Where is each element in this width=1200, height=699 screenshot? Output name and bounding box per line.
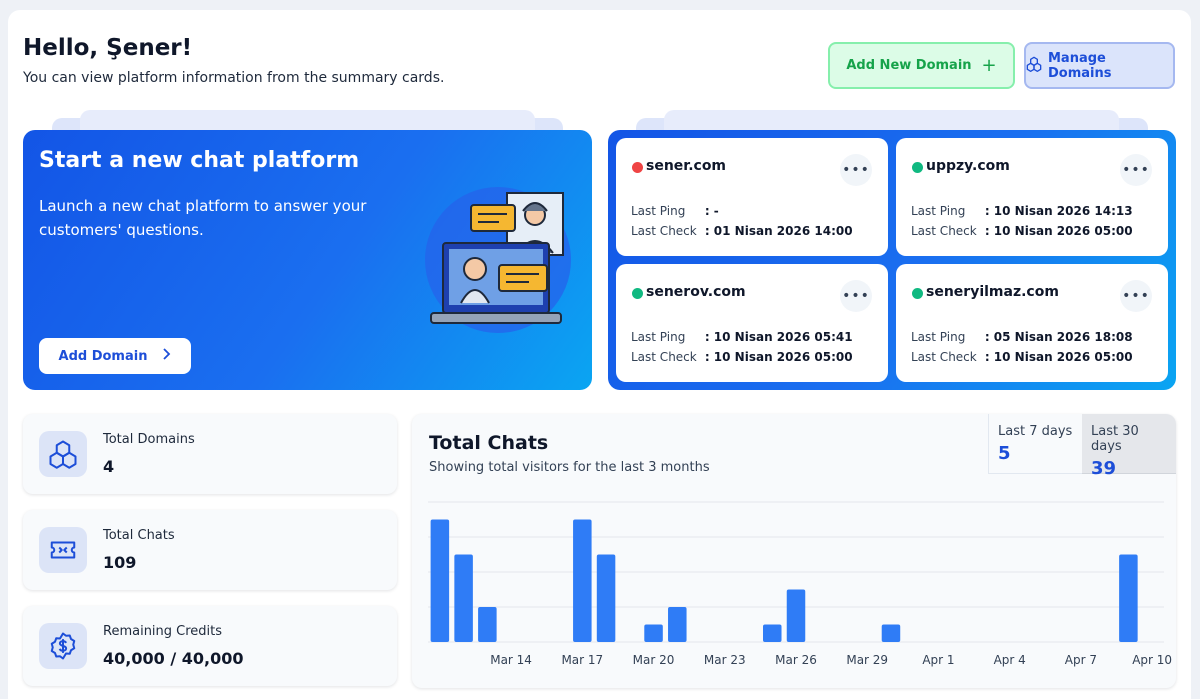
chart-bar[interactable] <box>596 554 616 643</box>
cubes-icon <box>1026 56 1042 76</box>
manage-domains-label: Manage Domains <box>1048 50 1112 81</box>
last-check-label: Last Check <box>631 224 697 238</box>
add-new-domain-button[interactable]: Add New Domain + <box>828 42 1015 89</box>
chart-bar[interactable] <box>644 624 663 643</box>
add-new-domain-label: Add New Domain <box>846 58 972 73</box>
domain-card[interactable]: uppzy.com ••• Last Ping : 10 Nisan 2026 … <box>896 138 1168 256</box>
x-tick-label: Mar 14 <box>490 653 532 667</box>
domain-name: seneryilmaz.com <box>926 284 1059 300</box>
stat-card-total-chats: Total Chats 109 <box>23 510 397 590</box>
stat-label: Total Domains <box>103 432 195 447</box>
last-check-value: : 01 Nisan 2026 14:00 <box>704 224 853 238</box>
more-options-icon[interactable]: ••• <box>1120 280 1152 312</box>
range-label: Last 30 days <box>1091 424 1139 454</box>
domain-name: sener.com <box>646 158 727 174</box>
more-options-icon[interactable]: ••• <box>840 280 872 312</box>
last-check-label: Last Check <box>911 350 977 364</box>
last-check-label: Last Check <box>911 224 977 238</box>
manage-domains-button[interactable]: Manage Domains <box>1024 42 1175 89</box>
x-tick-label: Apr 7 <box>1065 653 1097 667</box>
range-value: 39 <box>1091 458 1117 479</box>
stat-label: Total Chats <box>103 528 175 543</box>
last-ping-value: : 10 Nisan 2026 14:13 <box>984 204 1133 218</box>
stat-card-remaining-credits: Remaining Credits 40,000 / 40,000 <box>23 606 397 686</box>
chart-bar[interactable] <box>881 624 901 643</box>
last-ping-value: : 10 Nisan 2026 05:41 <box>704 330 853 344</box>
chart-bar[interactable] <box>454 554 473 643</box>
chart-bar[interactable] <box>573 519 592 643</box>
last-check-label: Last Check <box>631 350 697 364</box>
page-subtitle: You can view platform information from t… <box>23 70 445 86</box>
add-domain-button[interactable]: Add Domain <box>39 338 191 374</box>
last-check-value: : 10 Nisan 2026 05:00 <box>984 350 1133 364</box>
stat-label: Remaining Credits <box>103 624 223 639</box>
video-chat-illustration-icon <box>425 187 571 333</box>
total-chats-card: Total Chats Showing total visitors for t… <box>412 414 1176 688</box>
stat-value: 109 <box>103 553 137 572</box>
range-last-7-days[interactable]: Last 7 days 5 <box>988 414 1082 474</box>
chart-bar[interactable] <box>786 589 806 643</box>
x-tick-label: Apr 4 <box>994 653 1026 667</box>
dollar-badge-icon <box>39 623 87 669</box>
last-ping-label: Last Ping <box>911 204 966 218</box>
domain-card[interactable]: senerov.com ••• Last Ping : 10 Nisan 202… <box>616 264 888 382</box>
x-tick-label: Apr 10 <box>1132 653 1172 667</box>
range-label: Last 7 days <box>998 424 1073 439</box>
cubes-icon <box>39 431 87 477</box>
chart-bar[interactable] <box>762 624 782 643</box>
page-title: Hello, Şener! <box>23 35 193 61</box>
new-platform-card: Start a new chat platform Launch a new c… <box>23 130 592 390</box>
status-dot <box>912 288 923 299</box>
chart-bar[interactable] <box>430 519 450 643</box>
range-value: 5 <box>998 443 1011 464</box>
stat-value: 4 <box>103 457 115 476</box>
x-tick-label: Apr 1 <box>922 653 954 667</box>
total-chats-bar-chart: Mar 14 Mar 17 Mar 20 Mar 23 Mar 26 Mar 29 Apr … <box>428 501 1172 667</box>
stat-value: 40,000 / 40,000 <box>103 649 244 668</box>
last-ping-value: : - <box>704 204 719 218</box>
last-ping-label: Last Ping <box>631 204 686 218</box>
x-tick-label: Mar 26 <box>775 653 817 667</box>
more-options-icon[interactable]: ••• <box>840 154 872 186</box>
ticket-icon <box>39 527 87 573</box>
chart-subtitle: Showing total visitors for the last 3 mo… <box>429 460 710 475</box>
range-last-30-days[interactable]: Last 30 days 39 <box>1082 414 1176 479</box>
hero-title: Start a new chat platform <box>39 148 360 173</box>
domain-name: uppzy.com <box>926 158 1010 174</box>
last-ping-label: Last Ping <box>911 330 966 344</box>
last-check-value: : 10 Nisan 2026 05:00 <box>984 224 1133 238</box>
x-tick-label: Mar 23 <box>704 653 746 667</box>
domain-card[interactable]: sener.com ••• Last Ping : - Last Check :… <box>616 138 888 256</box>
domain-card[interactable]: seneryilmaz.com ••• Last Ping : 05 Nisan… <box>896 264 1168 382</box>
x-tick-label: Mar 17 <box>561 653 603 667</box>
x-tick-label: Mar 29 <box>846 653 888 667</box>
plus-icon: + <box>981 54 997 76</box>
hero-text: Launch a new chat platform to answer you… <box>39 197 367 239</box>
domain-name: senerov.com <box>646 284 746 300</box>
last-ping-label: Last Ping <box>631 330 686 344</box>
add-domain-label: Add Domain <box>58 348 148 364</box>
status-dot <box>632 288 643 299</box>
chart-bar[interactable] <box>668 607 687 642</box>
chart-bar[interactable] <box>1119 554 1138 643</box>
last-check-value: : 10 Nisan 2026 05:00 <box>704 350 853 364</box>
last-ping-value: : 05 Nisan 2026 18:08 <box>984 330 1133 344</box>
status-dot <box>632 162 643 173</box>
chart-bar[interactable] <box>478 607 497 642</box>
stat-card-total-domains: Total Domains 4 <box>23 414 397 494</box>
x-tick-label: Mar 20 <box>633 653 675 667</box>
domains-panel: sener.com ••• Last Ping : - Last Check :… <box>608 130 1176 390</box>
chevron-right-icon <box>161 348 171 364</box>
more-options-icon[interactable]: ••• <box>1120 154 1152 186</box>
chart-title: Total Chats <box>429 432 549 454</box>
status-dot <box>912 162 923 173</box>
